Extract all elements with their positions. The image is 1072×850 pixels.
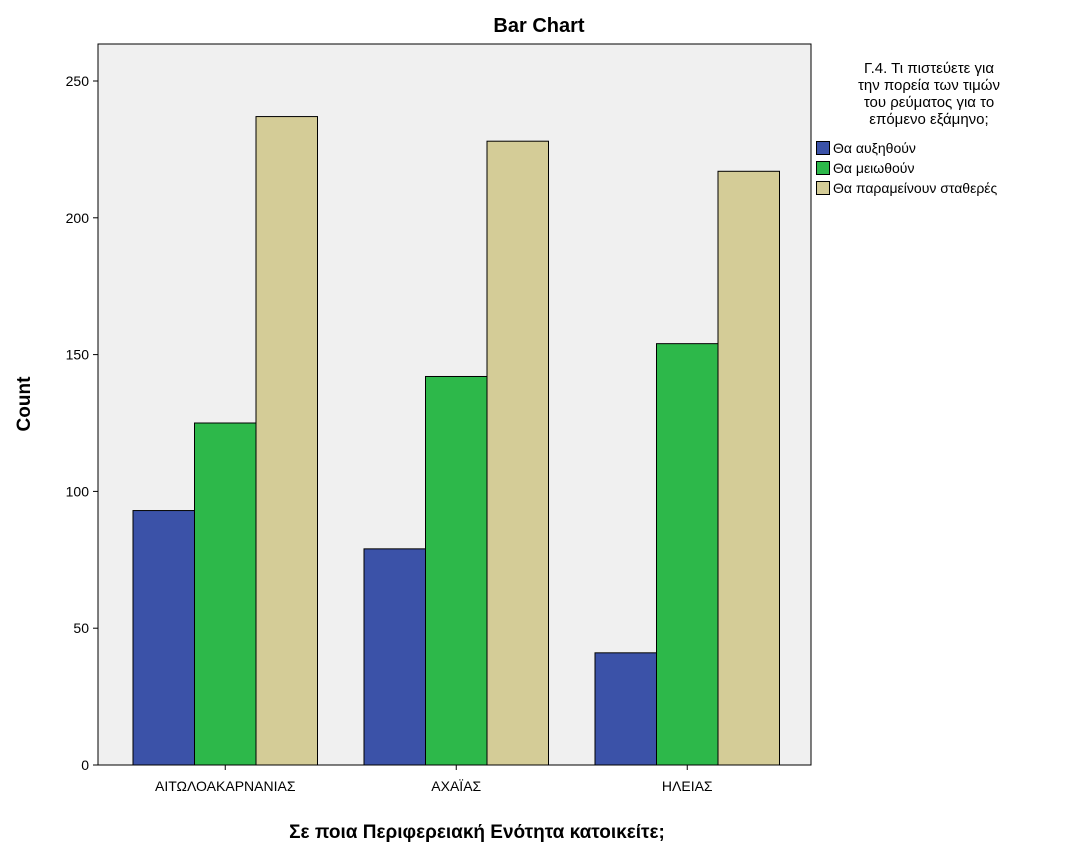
y-tick-label: 200 [66,210,90,226]
bars-group [132,116,780,766]
x-tick-label: ΑΧΑΪΑΣ [431,778,481,794]
x-axis-label: Σε ποια Περιφερειακή Ενότητα κατοικείτε; [289,822,665,843]
legend-item-3: Θα παραμείνουν σταθερές [816,178,1063,198]
legend-items: Θα αυξηθούν Θα μειωθούν Θα παραμείνουν στα… [813,138,1063,198]
legend-swatch [816,181,830,195]
legend-label: Θα αυξηθούν [833,140,916,156]
bar-3-1 [255,116,318,766]
chart-title: Bar Chart [493,15,584,37]
legend: Γ.4. Τι πιστεύετε για την πορεία των τιμ… [813,60,1063,198]
legend-item-1: Θα αυξηθούν [816,138,1063,158]
legend-swatch [816,161,830,175]
bar-1-2 [363,548,426,766]
legend-label: Θα παραμείνουν σταθερές [833,180,998,196]
bar-2-1 [194,422,257,766]
x-axis: ΑΙΤΩΛΟΑΚΑΡΝΑΝΙΑΣ ΑΧΑΪΑΣ ΗΛΕΙΑΣ [155,765,713,794]
y-tick-label: 50 [73,620,89,636]
bar-3-3 [717,170,780,766]
bar-3-2 [486,140,549,766]
legend-item-2: Θα μειωθούν [816,158,1063,178]
bar-2-2 [425,375,488,766]
x-tick-label: ΗΛΕΙΑΣ [662,778,713,794]
y-tick-label: 100 [66,483,90,499]
y-axis: 0 50 100 150 200 250 [66,73,98,773]
bar-1-3 [594,652,657,766]
y-axis-label: Count [14,376,35,432]
y-tick-label: 0 [81,757,89,773]
bar-1-1 [132,510,195,766]
y-tick-label: 150 [66,347,90,363]
legend-swatch [816,141,830,155]
legend-title: Γ.4. Τι πιστεύετε για την πορεία των τιμ… [857,60,1000,128]
bar-2-3 [656,343,719,766]
x-tick-label: ΑΙΤΩΛΟΑΚΑΡΝΑΝΙΑΣ [155,778,296,794]
y-tick-label: 250 [66,73,90,89]
legend-label: Θα μειωθούν [833,160,915,176]
